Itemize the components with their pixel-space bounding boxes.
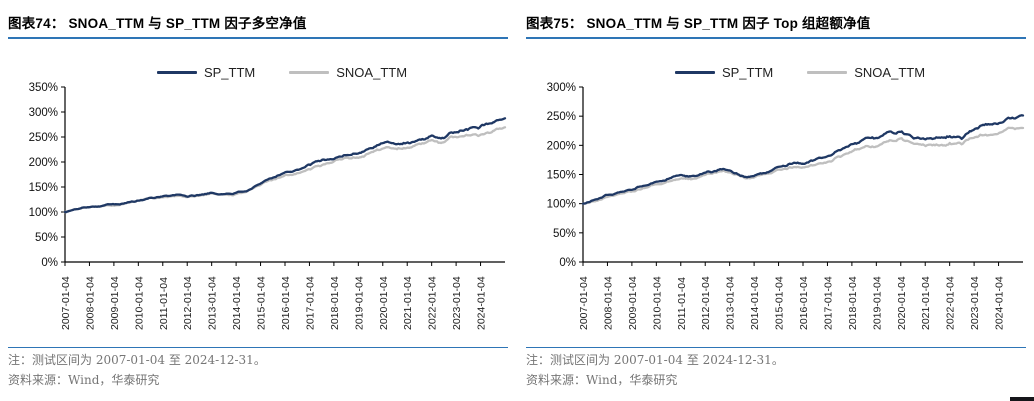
report-figures-row: 图表74： SNOA_TTM 与 SP_TTM 因子多空净值 SP_TTM SN… <box>8 8 1026 388</box>
svg-text:150%: 150% <box>29 182 58 194</box>
svg-text:2016-01-04: 2016-01-04 <box>280 276 292 330</box>
svg-text:100%: 100% <box>29 207 58 219</box>
svg-text:2018-01-04: 2018-01-04 <box>329 276 341 330</box>
svg-text:2017-01-04: 2017-01-04 <box>822 276 834 330</box>
svg-text:2016-01-04: 2016-01-04 <box>798 276 810 330</box>
svg-text:2022-01-04: 2022-01-04 <box>945 276 957 330</box>
svg-text:350%: 350% <box>29 82 58 94</box>
figure-75-source: 资料来源：Wind，华泰研究 <box>526 373 678 387</box>
legend-item-sp-ttm: SP_TTM <box>156 64 256 80</box>
figure-75-title: 图表75： SNOA_TTM 与 SP_TTM 因子 Top 组超额净值 <box>526 8 1026 39</box>
svg-text:2011-01-04: 2011-01-04 <box>676 277 688 330</box>
svg-text:2020-01-04: 2020-01-04 <box>378 276 390 330</box>
svg-text:50%: 50% <box>35 232 58 244</box>
svg-text:250%: 250% <box>547 111 576 123</box>
snoa-ttm-line-swatch <box>289 70 330 74</box>
svg-text:2011-01-04: 2011-01-04 <box>158 277 170 330</box>
figure-74: 图表74： SNOA_TTM 与 SP_TTM 因子多空净值 SP_TTM SN… <box>8 8 508 388</box>
svg-text:200%: 200% <box>547 140 576 152</box>
svg-text:2022-01-04: 2022-01-04 <box>427 276 439 330</box>
svg-text:2014-01-04: 2014-01-04 <box>231 276 243 330</box>
svg-text:2020-01-04: 2020-01-04 <box>896 276 908 330</box>
svg-text:2013-01-04: 2013-01-04 <box>207 276 219 330</box>
line-chart-long-short-net-value: 0% 50% 100% 150% 200% 250% 300% 350% 2007-01-04 2… <box>29 82 507 330</box>
snoa-ttm-line-swatch <box>807 70 848 74</box>
figure-75: 图表75： SNOA_TTM 与 SP_TTM 因子 Top 组超额净值 SP_… <box>526 8 1026 388</box>
svg-text:2019-01-04: 2019-01-04 <box>353 276 365 330</box>
figure-74-legend: SP_TTM SNOA_TTM <box>56 63 508 81</box>
svg-text:100%: 100% <box>547 199 576 211</box>
svg-text:2015-01-04: 2015-01-04 <box>256 276 268 330</box>
figure-75-note: 注：测试区间为 2007-01-04 至 2024-12-31。 <box>526 353 784 367</box>
svg-text:200%: 200% <box>29 157 58 169</box>
legend-label: SNOA_TTM <box>336 64 408 80</box>
svg-text:250%: 250% <box>29 132 58 144</box>
svg-text:2007-01-04: 2007-01-04 <box>60 276 72 330</box>
svg-text:2023-01-04: 2023-01-04 <box>451 276 463 330</box>
figure-74-note: 注：测试区间为 2007-01-04 至 2024-12-31。 <box>8 353 266 367</box>
legend-item-snoa-ttm: SNOA_TTM <box>807 65 925 80</box>
legend-item-snoa-ttm: SNOA_TTM <box>289 65 407 80</box>
page-corner-mark <box>1010 397 1034 401</box>
svg-text:300%: 300% <box>29 107 58 119</box>
legend-label: SP_TTM <box>203 64 256 80</box>
svg-text:2009-01-04: 2009-01-04 <box>627 276 639 330</box>
figure-74-title: 图表74： SNOA_TTM 与 SP_TTM 因子多空净值 <box>8 8 508 39</box>
svg-text:2012-01-04: 2012-01-04 <box>700 276 712 330</box>
figure-75-legend: SP_TTM SNOA_TTM <box>574 63 1026 81</box>
svg-text:2010-01-04: 2010-01-04 <box>133 276 145 330</box>
svg-text:2008-01-04: 2008-01-04 <box>602 276 614 330</box>
svg-text:2007-01-04: 2007-01-04 <box>578 276 590 330</box>
svg-text:2021-01-04: 2021-01-04 <box>402 276 414 330</box>
legend-item-sp-ttm: SP_TTM <box>674 64 774 80</box>
svg-text:2023-01-04: 2023-01-04 <box>969 276 981 330</box>
sp-ttm-line-swatch <box>156 70 197 74</box>
svg-text:2024-01-04: 2024-01-04 <box>476 276 488 330</box>
footer-rule <box>526 347 1026 348</box>
svg-text:2018-01-04: 2018-01-04 <box>847 276 859 330</box>
svg-text:300%: 300% <box>547 82 576 94</box>
svg-text:2008-01-04: 2008-01-04 <box>84 276 96 330</box>
svg-text:2010-01-04: 2010-01-04 <box>651 276 663 330</box>
svg-text:2009-01-04: 2009-01-04 <box>109 276 121 330</box>
svg-text:2017-01-04: 2017-01-04 <box>304 276 316 330</box>
svg-text:2019-01-04: 2019-01-04 <box>871 276 883 330</box>
svg-text:2015-01-04: 2015-01-04 <box>774 276 786 330</box>
svg-text:150%: 150% <box>547 170 576 182</box>
svg-text:2021-01-04: 2021-01-04 <box>920 276 932 330</box>
svg-text:2024-01-04: 2024-01-04 <box>994 276 1006 330</box>
svg-text:2013-01-04: 2013-01-04 <box>725 276 737 330</box>
svg-text:50%: 50% <box>553 228 576 240</box>
svg-text:0%: 0% <box>559 257 576 269</box>
figure-74-source: 资料来源：Wind，华泰研究 <box>8 373 160 387</box>
legend-label: SNOA_TTM <box>854 64 926 80</box>
line-chart-top-group-excess-net-value: 0% 50% 100% 150% 200% 250% 300% 2007-01-04 2008-… <box>547 82 1025 330</box>
sp-ttm-line-swatch <box>674 70 715 74</box>
legend-label: SP_TTM <box>721 64 774 80</box>
svg-text:2012-01-04: 2012-01-04 <box>182 276 194 330</box>
svg-text:0%: 0% <box>41 257 58 269</box>
footer-rule <box>8 347 508 348</box>
svg-text:2014-01-04: 2014-01-04 <box>749 276 761 330</box>
